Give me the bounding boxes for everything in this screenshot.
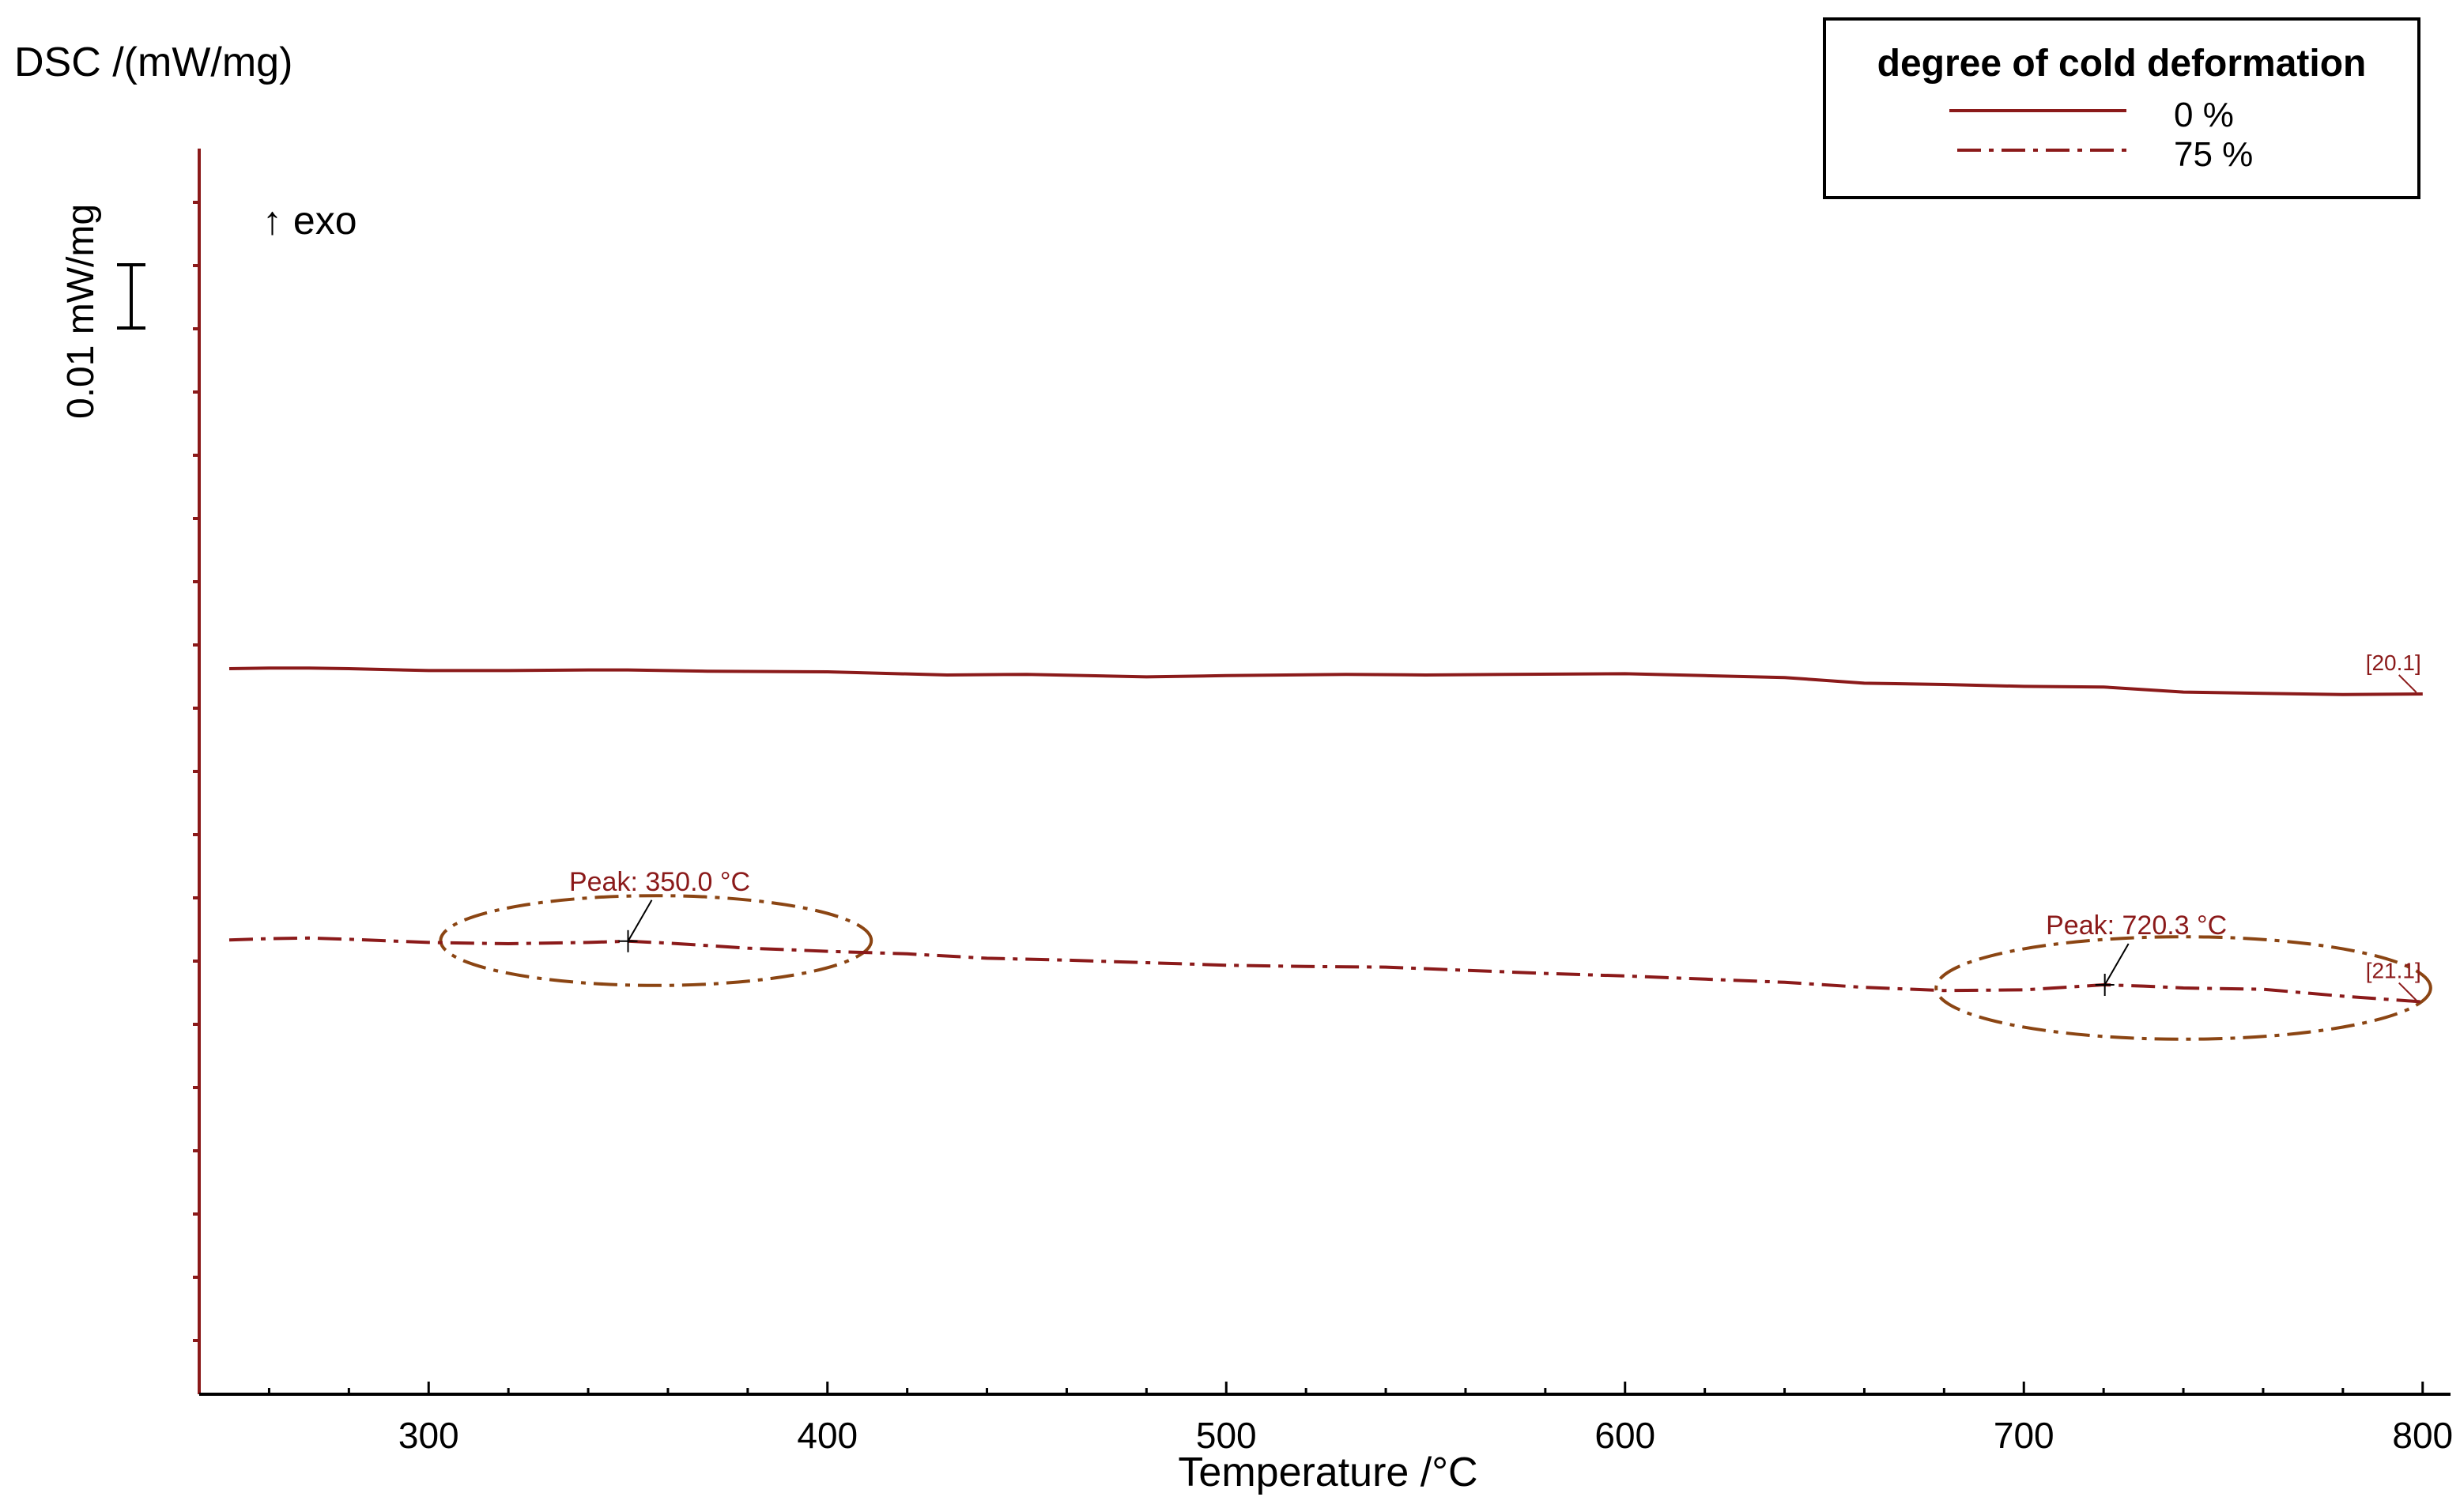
series-line-75pct xyxy=(228,936,2423,1004)
peak-label-1: Peak: 350.0 °C xyxy=(569,867,750,897)
peak-leader xyxy=(627,899,653,942)
x-tick-label: 300 xyxy=(398,1415,459,1456)
y-axis-title: DSC /(mW/mg) xyxy=(14,40,292,85)
highlight-ellipse-2 xyxy=(1934,935,2432,1041)
x-tick-label: 600 xyxy=(1594,1415,1655,1456)
series-lines xyxy=(228,666,2423,1004)
end-label-0pct: [20.1] xyxy=(2366,650,2421,675)
peak-leader xyxy=(2103,943,2130,986)
x-axis-ticks xyxy=(267,1382,2424,1394)
peak-label-2: Peak: 720.3 °C xyxy=(2046,911,2227,941)
legend-label-0pct: 0 % xyxy=(2174,96,2234,134)
highlight-ellipse-1 xyxy=(439,894,873,987)
x-tick-label: 700 xyxy=(1994,1415,2054,1456)
exo-label: ↑ exo xyxy=(262,198,357,243)
scale-bar-label: 0.01 mW/mg xyxy=(60,204,102,419)
end-labels: [20.1] [21.1] xyxy=(2366,650,2421,1001)
highlight-ellipses xyxy=(439,894,2432,1041)
scale-bar xyxy=(117,263,145,330)
x-axis-title: Temperature /°C xyxy=(1178,1450,1477,1495)
legend-title: degree of cold deformation xyxy=(1877,43,2367,85)
x-axis-tick-labels: 300 400 500 600 700 800 xyxy=(398,1415,2453,1456)
legend: degree of cold deformation 0 % 75 % xyxy=(1823,17,2420,199)
x-tick-label: 500 xyxy=(1196,1415,1257,1456)
x-tick-label: 400 xyxy=(797,1415,858,1456)
peak-annotations: Peak: 350.0 °C Peak: 720.3 °C xyxy=(569,867,2227,996)
legend-label-75pct: 75 % xyxy=(2174,135,2253,174)
y-axis-ticks xyxy=(193,201,199,1342)
series-line-0pct xyxy=(228,666,2423,696)
end-label-leader xyxy=(2398,674,2417,693)
x-tick-label: 800 xyxy=(2392,1415,2453,1456)
end-label-75pct: [21.1] xyxy=(2366,959,2421,983)
legend-frame xyxy=(1823,17,2420,199)
end-label-leader xyxy=(2398,982,2417,1001)
